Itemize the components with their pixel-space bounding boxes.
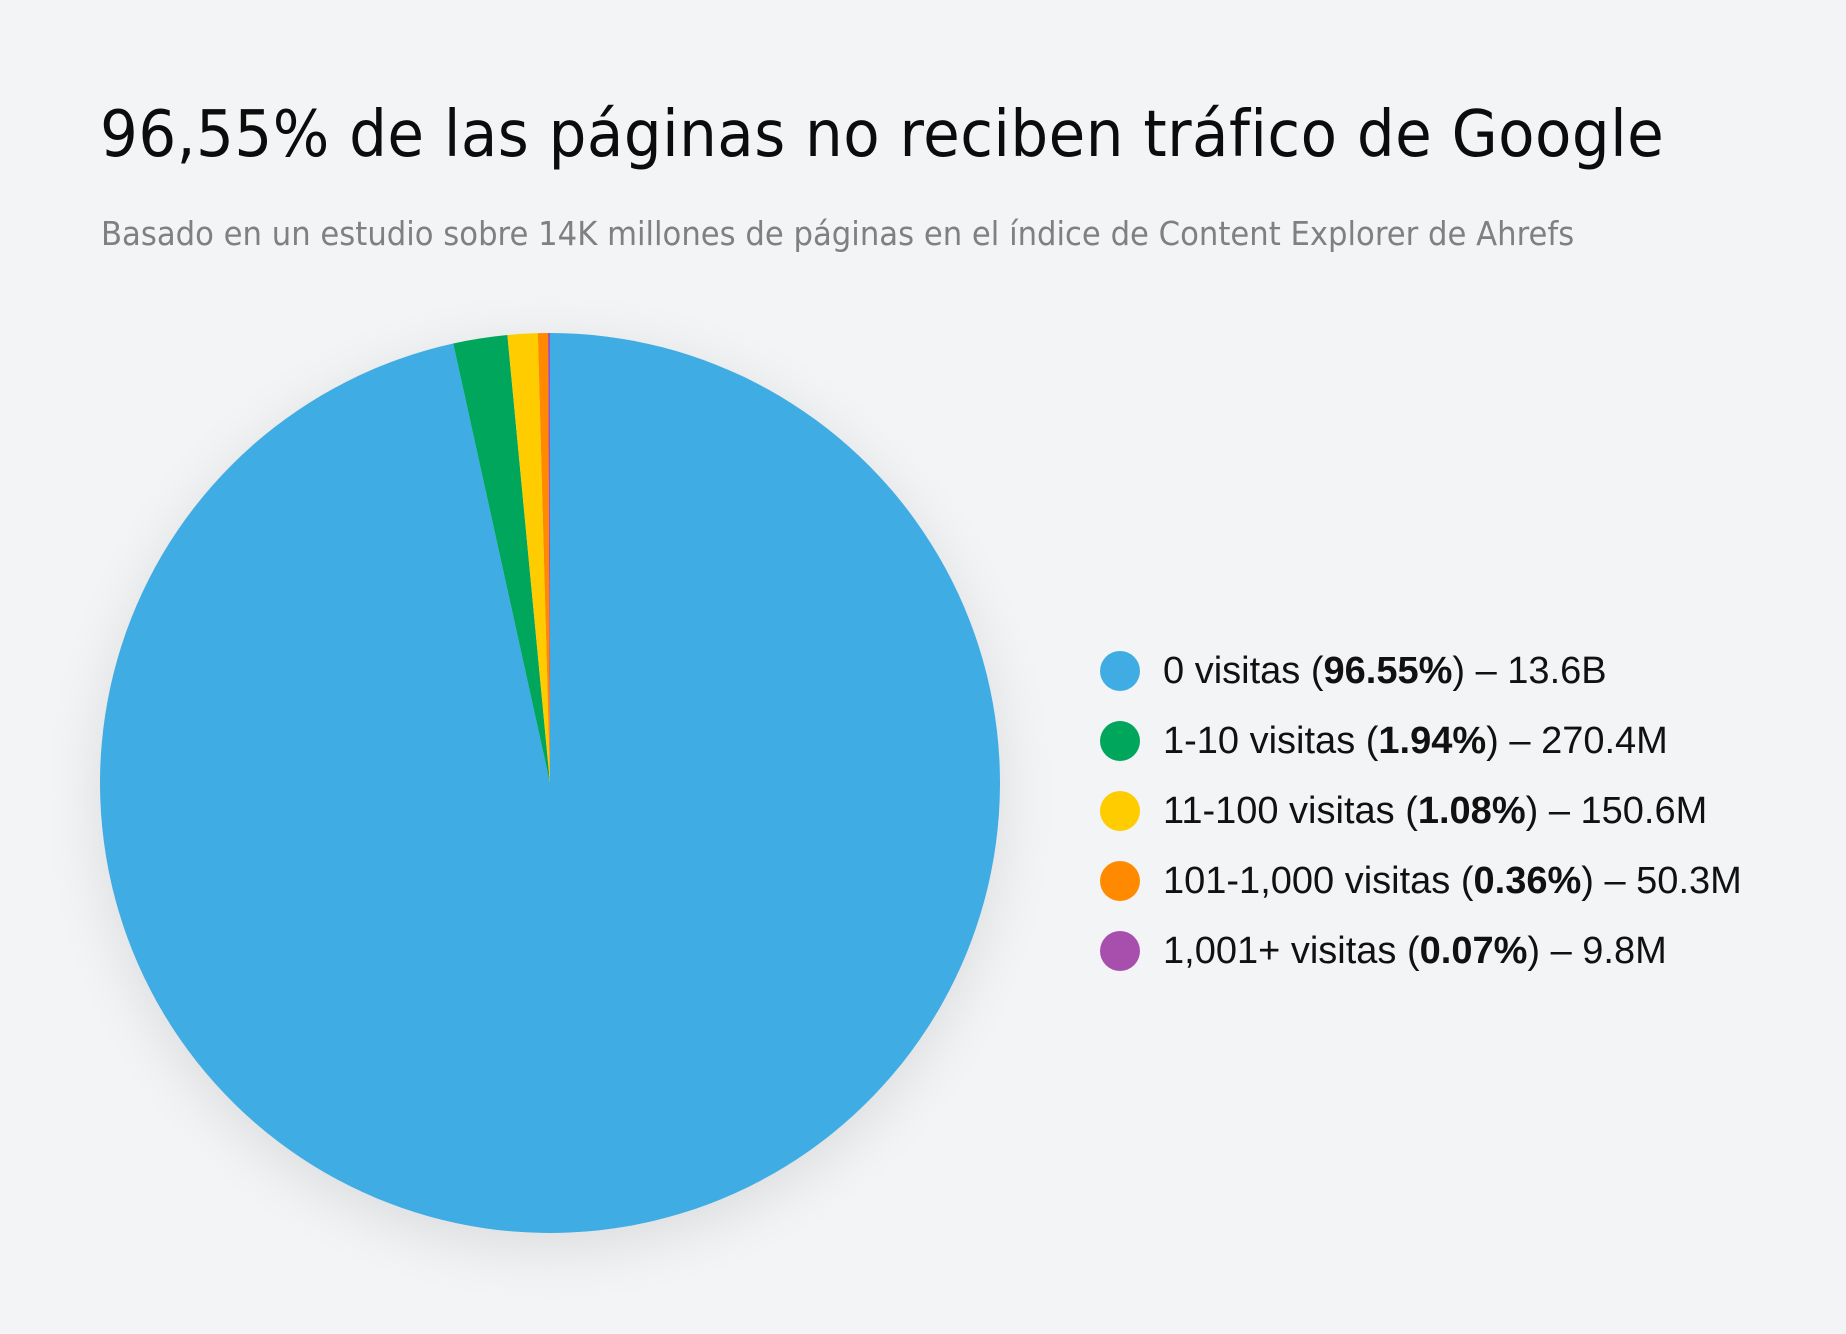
legend-count: 13.6B bbox=[1507, 649, 1607, 692]
chart-subtitle: Basado en un estudio sobre 14K millones … bbox=[101, 214, 1575, 253]
pie-slice bbox=[100, 333, 1000, 1233]
legend-item: 0 visitas (96.55%) – 13.6B bbox=[1100, 636, 1742, 706]
pie-slice bbox=[537, 333, 550, 783]
pie-slice bbox=[453, 335, 550, 783]
legend-label: 101-1,000 visitas bbox=[1163, 859, 1451, 902]
legend-label: 1,001+ visitas bbox=[1163, 929, 1397, 972]
legend-dot-icon bbox=[1100, 721, 1140, 761]
legend-percent: 1.94% bbox=[1378, 719, 1487, 762]
legend-dot-icon bbox=[1100, 791, 1140, 831]
pie-svg bbox=[100, 333, 1000, 1233]
legend-label: 0 visitas bbox=[1163, 649, 1301, 692]
legend-percent: 96.55% bbox=[1323, 649, 1453, 692]
legend-count: 150.6M bbox=[1580, 789, 1708, 832]
legend-item: 1-10 visitas (1.94%) – 270.4M bbox=[1100, 706, 1742, 776]
legend-percent: 0.36% bbox=[1473, 859, 1582, 902]
legend-label: 11-100 visitas bbox=[1163, 789, 1395, 832]
legend-count: 50.3M bbox=[1636, 859, 1742, 902]
legend-item: 1,001+ visitas (0.07%) – 9.8M bbox=[1100, 916, 1742, 986]
legend: 0 visitas (96.55%) – 13.6B 1-10 visitas … bbox=[1100, 636, 1742, 986]
legend-item: 101-1,000 visitas (0.36%) – 50.3M bbox=[1100, 846, 1742, 916]
legend-dot-icon bbox=[1100, 861, 1140, 901]
legend-count: 270.4M bbox=[1541, 719, 1668, 762]
legend-label: 1-10 visitas bbox=[1163, 719, 1356, 762]
legend-dot-icon bbox=[1100, 651, 1140, 691]
chart-title: 96,55% de las páginas no reciben tráfico… bbox=[100, 98, 1665, 172]
legend-count: 9.8M bbox=[1582, 929, 1667, 972]
pie-chart bbox=[100, 333, 1000, 1233]
legend-percent: 0.07% bbox=[1419, 929, 1528, 972]
pie-slice bbox=[507, 333, 550, 783]
legend-item: 11-100 visitas (1.08%) – 150.6M bbox=[1100, 776, 1742, 846]
legend-percent: 1.08% bbox=[1417, 789, 1526, 832]
legend-dot-icon bbox=[1100, 931, 1140, 971]
